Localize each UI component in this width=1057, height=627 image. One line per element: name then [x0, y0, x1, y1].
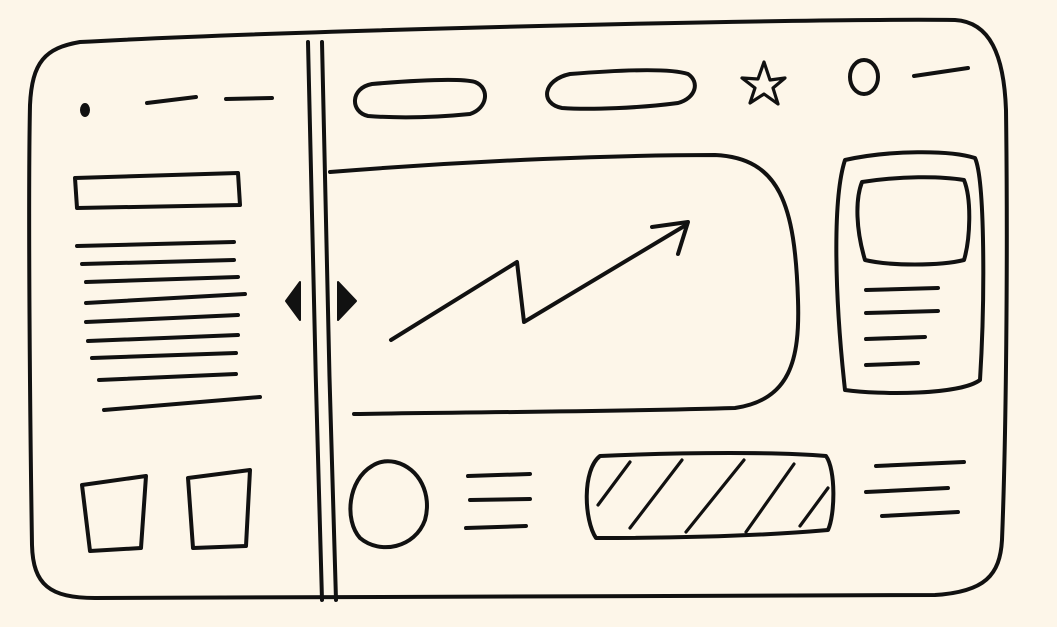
sidebar-dash-1 [145, 95, 198, 105]
side-card-line [864, 335, 927, 341]
banner-hatch [798, 486, 830, 528]
chart-arrow-head-icon [650, 220, 690, 256]
circle-icon[interactable] [848, 58, 880, 96]
bottom-left-line [466, 472, 532, 478]
hatched-banner[interactable] [584, 451, 836, 540]
resize-handle-right-icon[interactable] [337, 281, 357, 321]
sidebar-line [84, 313, 240, 324]
bottom-left-line [468, 497, 532, 502]
chart-trend-line [389, 223, 688, 342]
side-card-image[interactable] [855, 175, 972, 267]
banner-hatch [628, 458, 684, 530]
side-card[interactable] [834, 150, 986, 395]
banner-hatch [744, 462, 796, 534]
sidebar-thumbnail-2[interactable] [186, 468, 252, 550]
banner-hatch [596, 460, 632, 507]
bottom-right-line [864, 486, 950, 494]
bottom-left-text-lines [464, 472, 532, 530]
star-icon[interactable] [740, 60, 787, 106]
bottom-right-line [874, 460, 966, 468]
sidebar-line [84, 292, 247, 305]
bottom-right-text-lines [864, 460, 966, 518]
toolbar-pill-2[interactable] [545, 68, 697, 111]
bottom-left-line [464, 524, 528, 530]
side-card-line [864, 361, 920, 367]
resize-handle-left-icon[interactable] [285, 281, 301, 321]
avatar[interactable] [348, 459, 429, 550]
side-card-text-lines [864, 286, 940, 367]
banner-outline [584, 451, 836, 540]
sidebar-line [90, 351, 238, 360]
sidebar-thumbnail-1[interactable] [80, 474, 148, 553]
sidebar-line [97, 372, 238, 382]
sidebar-divider-right[interactable] [320, 40, 338, 602]
bottom-right-line [880, 510, 960, 518]
banner-hatch [684, 458, 746, 534]
sidebar-line [102, 395, 262, 412]
side-card-line [864, 286, 940, 292]
sidebar-divider-left[interactable] [306, 40, 324, 602]
toolbar-pill-1[interactable] [353, 77, 487, 120]
sidebar-line [86, 333, 240, 343]
chart-card[interactable] [328, 153, 801, 416]
sidebar-line [84, 275, 240, 284]
sidebar-dash-2 [224, 96, 274, 101]
sidebar-text-lines [75, 240, 262, 412]
sidebar-line [80, 258, 236, 266]
outer-frame [27, 17, 1009, 600]
sidebar-heading-box[interactable] [73, 171, 242, 210]
sidebar-dot [80, 103, 90, 117]
toolbar-dash [912, 66, 970, 78]
sidebar-line [75, 240, 236, 248]
side-card-line [864, 309, 940, 315]
